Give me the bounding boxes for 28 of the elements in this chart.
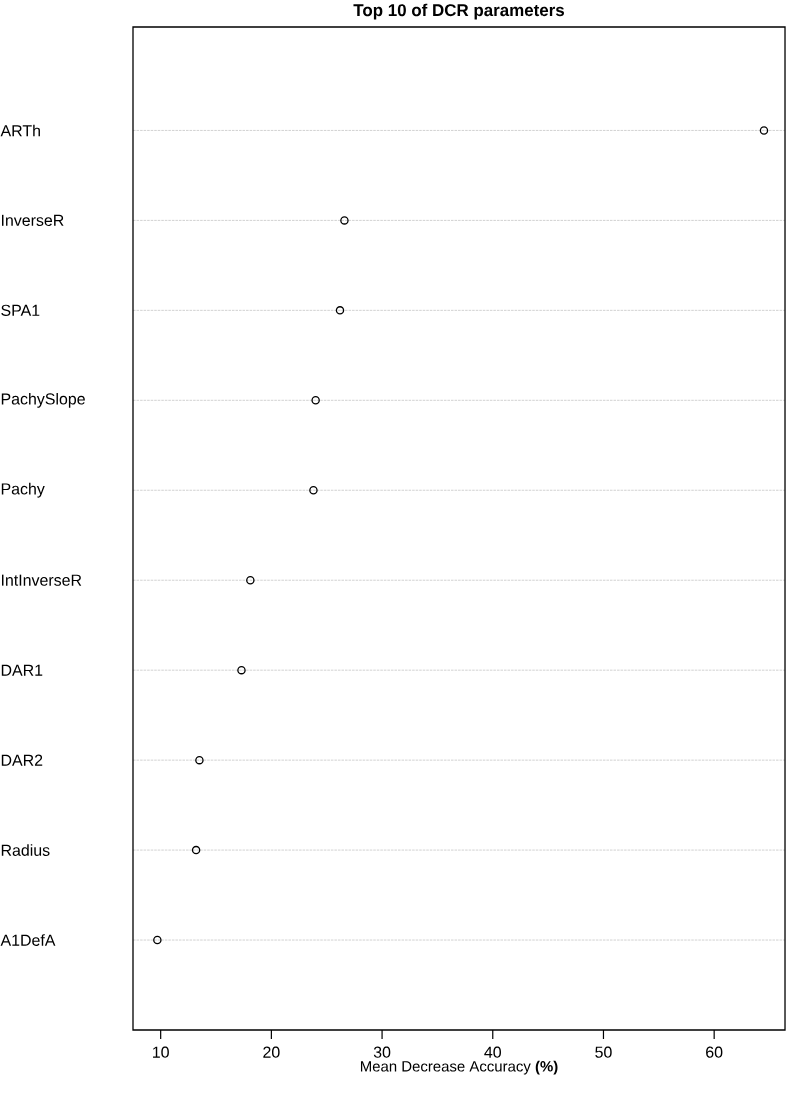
- y-tick-label: SPA1: [1, 304, 40, 316]
- point: [311, 396, 320, 405]
- x-tick-label: 60: [706, 1046, 723, 1058]
- y-tick-label: DAR1: [1, 664, 43, 676]
- y-tick-label: IntInverseR: [1, 574, 82, 586]
- x-tick-label: 50: [595, 1046, 612, 1058]
- point: [191, 845, 201, 855]
- y-tick-label: PachySlope: [1, 392, 85, 408]
- x-tick-label: 30: [373, 1046, 391, 1058]
- point: [340, 216, 349, 225]
- y-tick-label: Radius: [1, 844, 50, 856]
- point: [335, 306, 345, 315]
- y-tick-label: A1DefA: [0, 934, 56, 946]
- x-tick-label: 20: [263, 1046, 280, 1058]
- x-tick-label: 10: [153, 1046, 169, 1058]
- y-tick-label: ARTh: [0, 124, 40, 137]
- x-tick-label: 40: [484, 1046, 501, 1058]
- x-axis-title: Mean Decrease Accuracy (%): [360, 1060, 558, 1075]
- point: [759, 126, 769, 135]
- point: [153, 935, 162, 945]
- point: [246, 575, 255, 585]
- point: [309, 486, 318, 495]
- y-tick-label: Pachy: [1, 482, 45, 498]
- point: [195, 755, 204, 765]
- y-tick-label: InverseR: [1, 214, 64, 226]
- point: [237, 665, 246, 675]
- y-tick-label: DAR2: [1, 754, 43, 766]
- chart-title: Top 10 of DCR parameters: [353, 3, 564, 20]
